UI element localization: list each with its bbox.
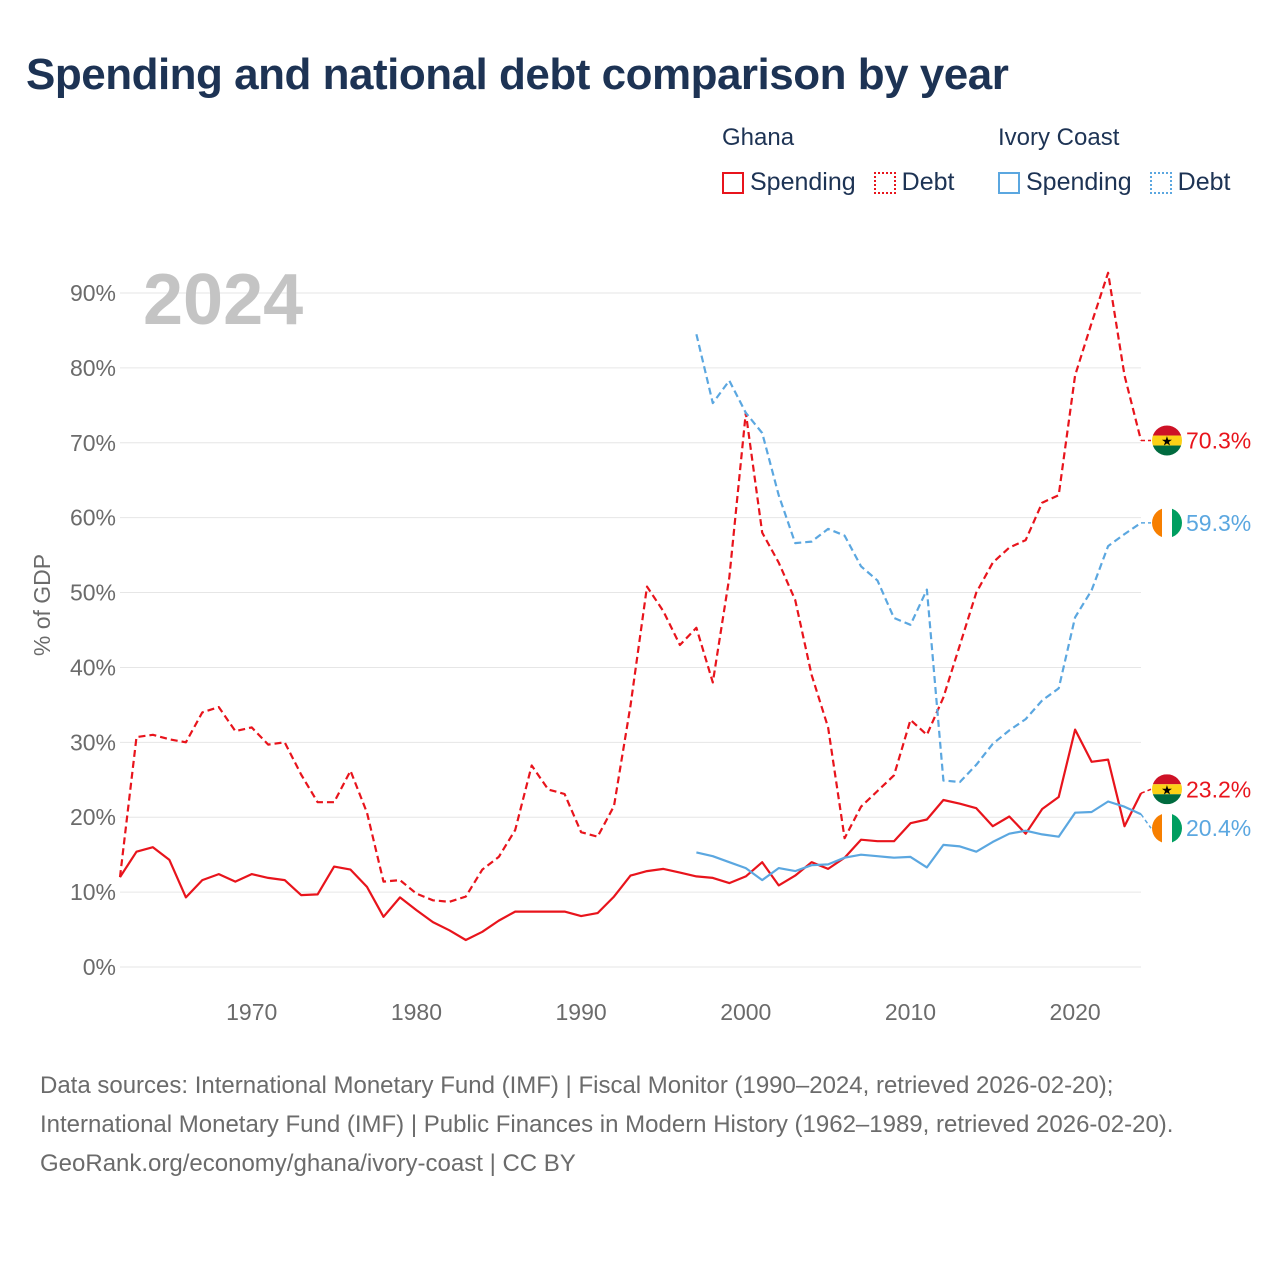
end-value-label: 59.3% — [1186, 510, 1251, 536]
series-line-ivory-coast-debt — [695, 333, 1142, 784]
legend-swatch-dotted — [1149, 171, 1172, 194]
legend-item-ivory-coast-spending[interactable]: Spending — [998, 168, 1132, 197]
y-tick-label: 60% — [70, 505, 116, 531]
legend-label: Spending — [750, 168, 856, 196]
line-chart: 0% 10% 20% 30% 40% 50% 60% 70% 80% 90% 1970 1980 199… — [29, 260, 1251, 1025]
y-tick-label: 70% — [70, 430, 116, 456]
legend-swatch-dotted — [873, 171, 896, 194]
y-tick-label: 0% — [83, 954, 116, 980]
y-tick-label: 40% — [70, 654, 116, 680]
y-tick-label: 80% — [70, 355, 116, 381]
x-tick-label: 1990 — [556, 999, 607, 1025]
y-tick-label: 90% — [70, 280, 116, 306]
credit-link[interactable]: GeoRank.org/economy/ghana/ivory-coast | … — [40, 1150, 576, 1177]
footer: Data sources: International Monetary Fun… — [40, 1066, 1250, 1183]
legend-country-label: Ghana — [722, 124, 795, 151]
data-sources-text: Data sources: International Monetary Fun… — [40, 1072, 1174, 1138]
series-line-ghana-debt — [118, 271, 1143, 903]
ghana-flag-icon: ★ — [1152, 425, 1182, 456]
legend-item-ghana-debt[interactable]: Debt — [873, 168, 955, 197]
x-tick-label: 2000 — [720, 999, 771, 1025]
end-value-label: 23.2% — [1186, 776, 1251, 802]
legend-label: Debt — [901, 168, 955, 196]
ivory-coast-flag-icon — [1152, 813, 1182, 844]
legend-swatch-solid — [998, 171, 1020, 194]
svg-text:★: ★ — [1161, 782, 1173, 797]
y-tick-label: 10% — [70, 879, 116, 905]
svg-text:★: ★ — [1161, 434, 1173, 449]
legend-group-ghana: Ghana Spending Debt — [722, 124, 954, 197]
x-tick-label: 2020 — [1050, 999, 1101, 1025]
legend-country-label: Ivory Coast — [998, 124, 1120, 151]
y-axis-label: % of GDP — [29, 554, 55, 656]
legend-label: Debt — [1177, 168, 1231, 196]
series-line-ivory-coast-spending — [696, 800, 1142, 882]
y-tick-label: 50% — [70, 580, 116, 606]
legend-item-ghana-spending[interactable]: Spending — [722, 168, 856, 197]
year-label: 2024 — [143, 260, 303, 340]
x-tick-label: 1970 — [226, 999, 277, 1025]
end-value-label: 70.3% — [1186, 428, 1251, 454]
ivory-coast-flag-icon — [1152, 507, 1182, 538]
end-value-label: 20.4% — [1186, 815, 1251, 841]
y-tick-label: 20% — [70, 804, 116, 830]
series-line-ghana-spending — [119, 728, 1142, 942]
legend-item-ivory-coast-debt[interactable]: Debt — [1149, 168, 1231, 197]
y-tick-label: 30% — [70, 729, 116, 755]
legend-group-ivory-coast: Ivory Coast Spending Debt — [998, 124, 1230, 197]
x-tick-label: 2010 — [885, 999, 936, 1025]
end-label-connector — [1140, 788, 1152, 794]
ghana-flag-icon: ★ — [1152, 774, 1182, 805]
legend-swatch-solid — [722, 171, 744, 194]
end-label-connector — [1140, 813, 1152, 829]
x-tick-label: 1980 — [391, 999, 442, 1025]
legend-label: Spending — [1026, 168, 1132, 196]
chart-title: Spending and national debt comparison by… — [26, 50, 1009, 99]
